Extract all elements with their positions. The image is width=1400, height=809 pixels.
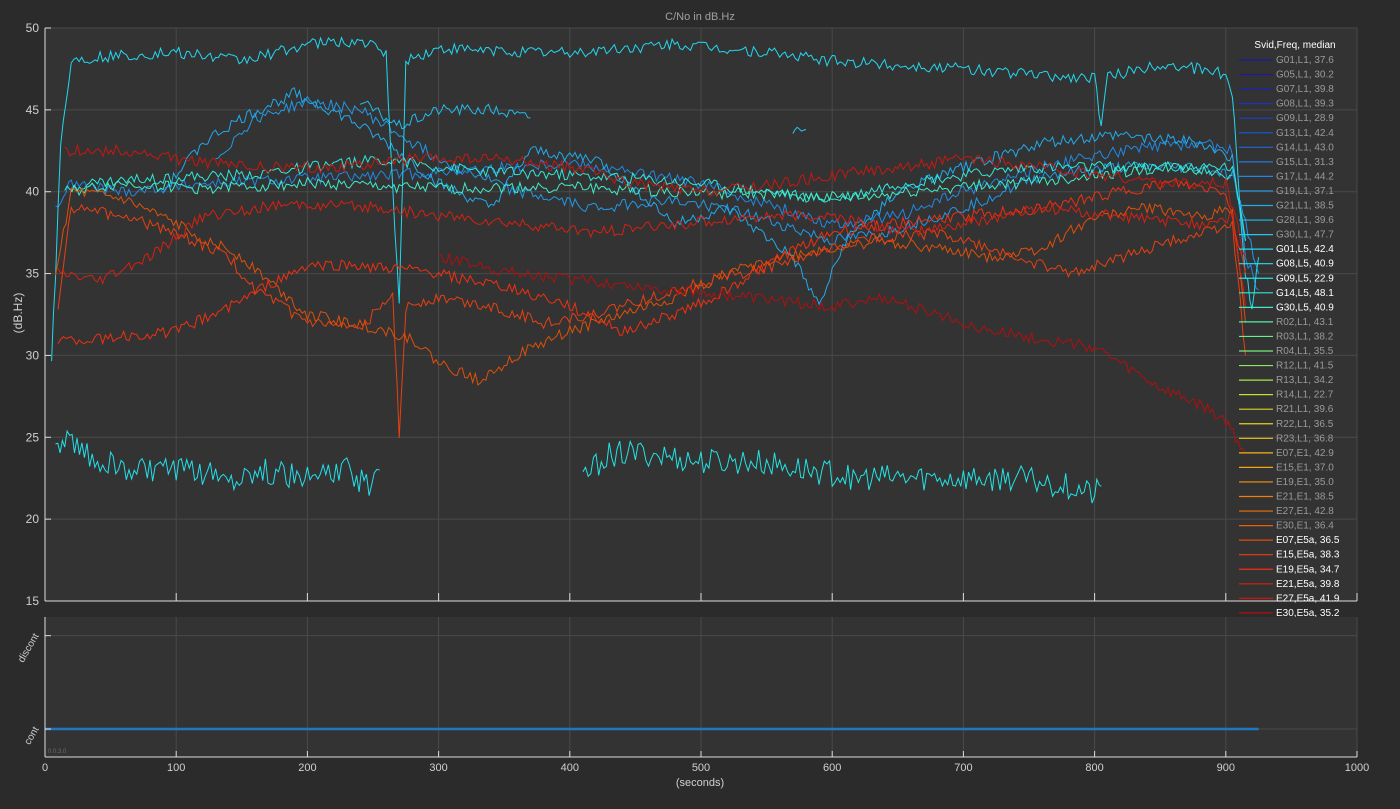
series-line-8	[55, 138, 1259, 291]
legend-entry-22[interactable]: R13,L1, 34.2	[1276, 375, 1334, 386]
series-line-35	[57, 177, 1246, 346]
legend-entry-4[interactable]: G09,L1, 28.9	[1276, 113, 1334, 124]
top-y-tick-label-3: 30	[26, 348, 40, 362]
top-axes-y-ticks: 15 20 25 30 35 40 45 50	[26, 21, 51, 608]
bottom-axes-x-ticks: 0 100 200 300 400 500 600 700 800 900 1000	[42, 751, 1369, 774]
x-tick-label-5: 500	[692, 762, 710, 774]
legend-entry-2[interactable]: G07,L1, 39.8	[1276, 84, 1334, 95]
series-line-13	[51, 36, 1260, 362]
legend-entry-8[interactable]: G17,L1, 44.2	[1276, 171, 1334, 182]
legend-entry-15[interactable]: G09,L5, 22.9	[1276, 273, 1334, 284]
top-y-tick-label-4: 35	[26, 267, 40, 281]
legend-entry-9[interactable]: G19,L1, 37.1	[1276, 186, 1334, 197]
legend-entry-13[interactable]: G01,L5, 42.4	[1276, 244, 1334, 255]
top-y-tick-label-0: 15	[26, 594, 40, 608]
legend-entry-31[interactable]: E27,E1, 42.8	[1276, 506, 1334, 517]
x-tick-label-6: 600	[823, 762, 841, 774]
series-line-14	[55, 429, 380, 496]
legend-entry-7[interactable]: G15,L1, 31.3	[1276, 157, 1334, 168]
top-axes-series	[51, 36, 1260, 504]
series-line-36	[57, 199, 1246, 307]
legend-entry-12[interactable]: G30,L1, 47.7	[1276, 230, 1334, 241]
series-line-38	[438, 251, 1246, 454]
series-line-34	[57, 203, 1246, 439]
legend-entry-0[interactable]: G01,L1, 37.6	[1276, 55, 1334, 66]
legend-entry-36[interactable]: E21,E5a, 39.8	[1276, 579, 1340, 590]
legend-entry-3[interactable]: G08,L1, 39.3	[1276, 99, 1334, 110]
legend-entry-18[interactable]: R02,L1, 43.1	[1276, 317, 1334, 328]
legend-entry-37[interactable]: E27,E5a, 41.9	[1276, 593, 1340, 604]
legend-entry-27[interactable]: E07,E1, 42.9	[1276, 448, 1334, 459]
x-tick-label-3: 300	[429, 762, 447, 774]
legend-entry-16[interactable]: G14,L5, 48.1	[1276, 288, 1334, 299]
legend-entry-35[interactable]: E19,E5a, 34.7	[1276, 564, 1340, 575]
legend-entry-1[interactable]: G05,L1, 30.2	[1276, 70, 1334, 81]
legend-entry-19[interactable]: R03,L1, 38.2	[1276, 331, 1334, 342]
legend-entry-30[interactable]: E21,E1, 38.5	[1276, 492, 1334, 503]
series-line-33	[55, 187, 1246, 386]
x-tick-label-8: 800	[1085, 762, 1103, 774]
legend-entry-24[interactable]: R21,L1, 39.6	[1276, 404, 1334, 415]
legend-entry-25[interactable]: R22,L1, 36.5	[1276, 419, 1334, 430]
top-y-tick-label-7: 50	[26, 21, 40, 35]
bottom-axes-annotation: 0.0.3.0	[48, 749, 67, 755]
series-line-17	[70, 161, 1233, 203]
legend-entry-23[interactable]: R14,L1, 22.7	[1276, 390, 1334, 401]
y-axis-label: (dB.Hz)	[11, 293, 25, 334]
legend-entry-26[interactable]: R23,L1, 36.8	[1276, 433, 1334, 444]
legend-entry-38[interactable]: E30,E5a, 35.2	[1276, 608, 1340, 619]
top-y-tick-label-2: 25	[26, 430, 40, 444]
x-tick-label-0: 0	[42, 762, 48, 774]
legend-entry-34[interactable]: E15,E5a, 38.3	[1276, 550, 1340, 561]
top-axes-grid	[44, 27, 1358, 602]
top-y-tick-label-1: 20	[26, 512, 40, 526]
top-axes-frame	[44, 28, 1358, 602]
x-tick-label-10: 1000	[1345, 762, 1369, 774]
series-line-12	[792, 126, 807, 134]
series-line-10	[162, 87, 1246, 306]
top-y-tick-label-6: 45	[26, 103, 40, 117]
series-line-37	[64, 143, 1246, 258]
top-y-tick-label-5: 40	[26, 185, 40, 199]
legend-entry-5[interactable]: G13,L1, 42.4	[1276, 128, 1334, 139]
legend-entry-32[interactable]: E30,E1, 36.4	[1276, 521, 1334, 532]
x-tick-label-7: 700	[954, 762, 972, 774]
bottom-y-tick-label-0: cont	[23, 725, 42, 747]
chart-title: C/No in dB.Hz	[665, 11, 735, 23]
legend-entry-33[interactable]: E07,E5a, 36.5	[1276, 535, 1340, 546]
legend-entry-6[interactable]: G14,L1, 43.0	[1276, 142, 1334, 153]
legend-entry-10[interactable]: G21,L1, 38.5	[1276, 201, 1334, 212]
x-tick-label-4: 400	[561, 762, 579, 774]
legend-title: Svid,Freq, median	[1254, 40, 1335, 51]
series-line-11	[359, 100, 531, 130]
x-tick-label-2: 200	[298, 762, 316, 774]
x-tick-label-1: 100	[167, 762, 185, 774]
legend-entry-14[interactable]: G08,L5, 40.9	[1276, 259, 1334, 270]
legend-entry-11[interactable]: G28,L1, 39.6	[1276, 215, 1334, 226]
legend-entry-21[interactable]: R12,L1, 41.5	[1276, 361, 1334, 372]
legend-entry-20[interactable]: R04,L1, 35.5	[1276, 346, 1334, 357]
series-line-15	[582, 439, 1102, 504]
legend[interactable]: Svid,Freq, median G01,L1, 37.6 G05,L1, 30.…	[1237, 36, 1357, 627]
legend-entry-29[interactable]: E19,E1, 35.0	[1276, 477, 1334, 488]
bottom-y-tick-label-1: discont	[16, 631, 41, 664]
x-axis-label: (seconds)	[676, 777, 724, 789]
legend-entry-28[interactable]: E15,E1, 37.0	[1276, 462, 1334, 473]
legend-entry-17[interactable]: G30,L5, 40.9	[1276, 302, 1334, 313]
x-tick-label-9: 900	[1217, 762, 1235, 774]
